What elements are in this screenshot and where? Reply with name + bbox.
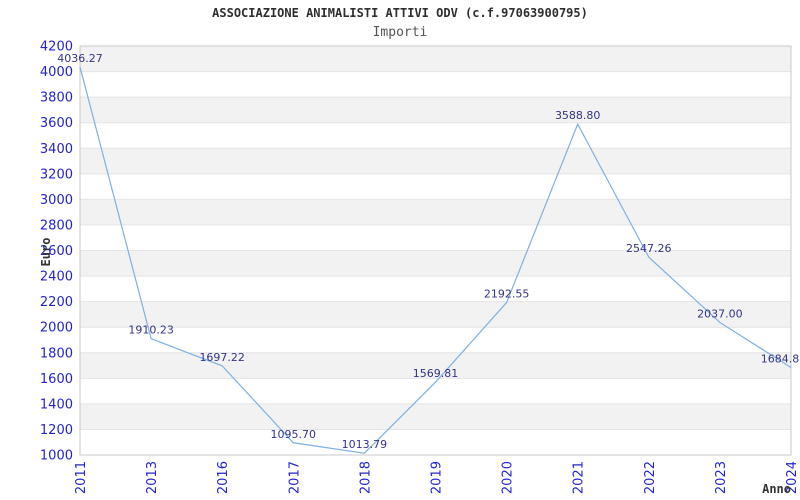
- x-tick-label: 2023: [714, 461, 729, 494]
- plot-band: [80, 301, 791, 328]
- y-tick-label: 2600: [40, 244, 73, 259]
- data-point-label: 1697.22: [199, 351, 245, 364]
- data-point-label: 1684.8: [761, 352, 800, 365]
- x-tick-label: 2019: [430, 461, 445, 494]
- x-tick-label: 2024: [785, 461, 800, 494]
- plot-band: [80, 403, 791, 430]
- x-tick-label: 2020: [501, 461, 516, 494]
- chart-title: ASSOCIAZIONE ANIMALISTI ATTIVI ODV (c.f.…: [212, 6, 588, 20]
- y-tick-label: 1800: [40, 346, 73, 361]
- data-point-label: 3588.80: [555, 109, 601, 122]
- x-tick-label: 2011: [74, 461, 89, 494]
- plot-band: [80, 97, 791, 123]
- x-tick-label: 2016: [216, 461, 231, 494]
- y-tick-label: 1600: [40, 372, 73, 387]
- plot-band: [80, 122, 791, 149]
- x-tick-label: 2018: [358, 461, 373, 494]
- x-tick-label: 2022: [643, 461, 658, 494]
- plot-band: [80, 148, 791, 174]
- y-tick-label: 3200: [40, 167, 73, 182]
- y-tick-label: 3000: [40, 193, 73, 208]
- plot-band: [80, 327, 791, 353]
- data-point-label: 2192.55: [484, 288, 530, 301]
- y-tick-label: 3400: [40, 142, 73, 157]
- y-tick-label: 2000: [40, 321, 73, 336]
- y-tick-label: 3600: [40, 116, 73, 131]
- y-tick-label: 3800: [40, 91, 73, 106]
- plot-band: [80, 46, 791, 72]
- plot-band: [80, 199, 791, 225]
- y-axis-title: Euro: [39, 237, 53, 267]
- y-tick-label: 2400: [40, 270, 73, 285]
- data-point-label: 1013.79: [342, 438, 388, 451]
- plot-band: [80, 250, 791, 277]
- data-point-label: 1095.70: [271, 428, 317, 441]
- plot-border: [79, 45, 792, 456]
- y-tick-label: 1000: [40, 449, 73, 464]
- plot-band: [80, 276, 791, 302]
- data-point-label: 2547.26: [626, 242, 672, 255]
- plot-band: [80, 224, 791, 251]
- data-point-label: 2037.00: [697, 307, 743, 320]
- data-point-label: 1569.81: [413, 367, 459, 380]
- x-tick-label: 2017: [287, 461, 302, 494]
- data-point-label: 1910.23: [128, 324, 174, 337]
- y-tick-label: 1400: [40, 397, 73, 412]
- plot-band: [80, 71, 791, 98]
- plot-band: [80, 429, 791, 455]
- y-tick-label: 1200: [40, 423, 73, 438]
- y-tick-label: 2200: [40, 295, 73, 310]
- chart-subtitle: Importi: [372, 25, 428, 40]
- x-axis-title: Anno: [762, 482, 791, 496]
- y-tick-label: 4200: [40, 40, 73, 55]
- x-tick-label: 2021: [572, 461, 587, 494]
- data-point-label: 4036.27: [57, 52, 103, 65]
- y-tick-label: 4000: [40, 65, 73, 80]
- data-line: [79, 66, 792, 454]
- x-tick-label: 2013: [145, 461, 160, 494]
- plot-band: [80, 173, 791, 200]
- y-tick-label: 2800: [40, 218, 73, 233]
